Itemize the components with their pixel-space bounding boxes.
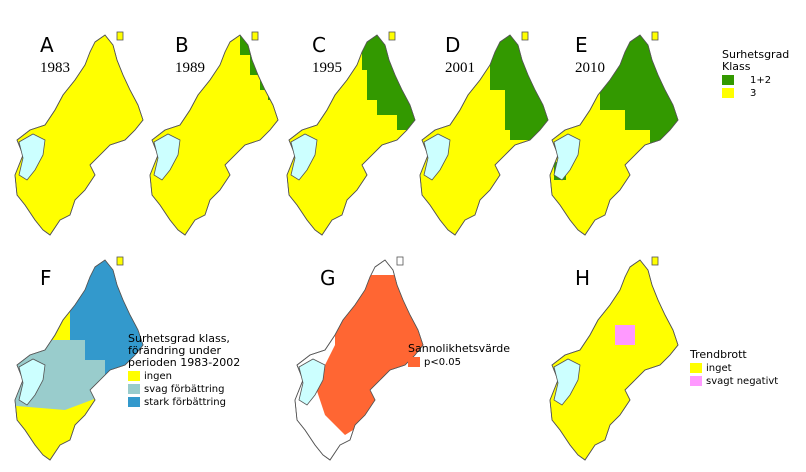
island xyxy=(651,31,659,41)
legend-label: 1+2 xyxy=(750,75,771,86)
legend-label: ingen xyxy=(144,371,172,382)
map-panel: A 1983 xyxy=(14,31,144,236)
island xyxy=(116,256,124,266)
map-panel: D 2001 xyxy=(419,31,549,236)
panel-year: 2010 xyxy=(575,60,605,76)
legend-swatch xyxy=(128,397,140,407)
map-panel: C 1995 xyxy=(286,31,416,236)
panel-letter: G xyxy=(320,266,336,290)
class-area xyxy=(615,325,635,345)
island xyxy=(251,31,259,41)
legend-swatch xyxy=(128,384,140,394)
island xyxy=(521,31,529,41)
map-panel: F xyxy=(14,256,144,461)
panel-year: 1983 xyxy=(40,60,70,76)
island xyxy=(396,256,404,266)
legend-title: förändring under xyxy=(128,344,222,357)
legend-title: Trendbrott xyxy=(689,348,747,361)
legend-title: Klass xyxy=(722,60,751,73)
panel-letter: H xyxy=(575,266,590,290)
panel-year: 1995 xyxy=(312,60,342,76)
legend-title: Sannolikhetsvärde xyxy=(408,342,510,355)
legend-title: Surhetsgrad klass, xyxy=(128,332,230,345)
map-panel: H xyxy=(549,256,679,461)
panel-letter: A xyxy=(40,33,54,57)
legend-label: 3 xyxy=(750,88,756,99)
legend-swatch xyxy=(128,371,140,381)
legend-label: inget xyxy=(706,363,732,374)
legend-title: Surhetsgrad xyxy=(722,48,789,61)
legend-label: p<0.05 xyxy=(424,357,461,368)
legend-label: svag förbättring xyxy=(144,384,224,395)
island xyxy=(388,31,396,41)
overlay xyxy=(315,275,423,435)
class-area xyxy=(315,275,423,435)
overlay xyxy=(615,325,635,345)
legend-swatch xyxy=(722,75,734,85)
legend-label: svagt negativt xyxy=(706,376,778,387)
map-panel: G xyxy=(294,256,424,461)
island xyxy=(651,256,659,266)
panel-letter: B xyxy=(175,33,189,57)
island xyxy=(116,31,124,41)
legend-title: perioden 1983-2002 xyxy=(128,356,240,369)
panel-year: 2001 xyxy=(445,60,475,76)
panel-letter: C xyxy=(312,33,326,57)
legend-swatch xyxy=(408,357,420,367)
panel-letter: D xyxy=(445,33,460,57)
map-panel: B 1989 xyxy=(149,31,279,236)
panel-letter: F xyxy=(40,266,52,290)
panel-letter: E xyxy=(575,33,588,57)
map-panel: E 2010 xyxy=(549,31,679,236)
panel-year: 1989 xyxy=(175,60,205,76)
legend-swatch xyxy=(722,88,734,98)
legend-label: stark förbättring xyxy=(144,397,226,408)
legend-swatch xyxy=(690,376,702,386)
legend-swatch xyxy=(690,363,702,373)
